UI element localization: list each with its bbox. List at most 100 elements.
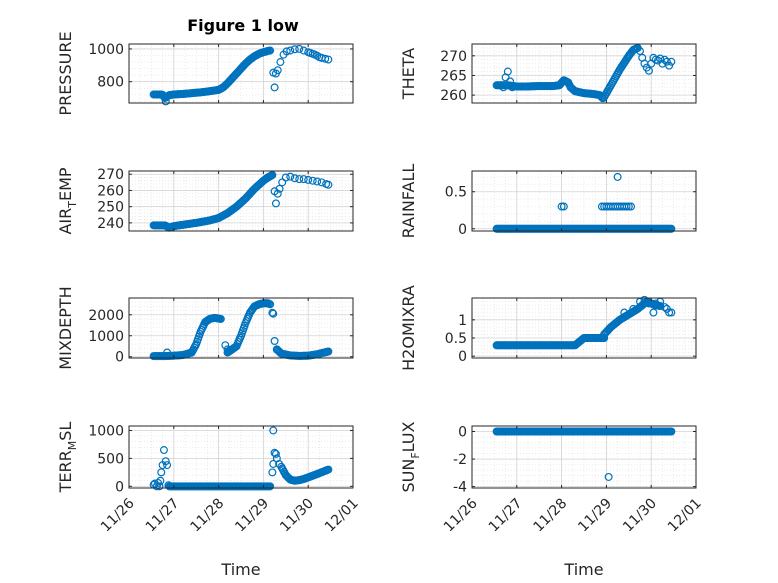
y-axis-label-rest: EMP xyxy=(56,167,75,201)
data-point xyxy=(660,303,669,312)
data-point xyxy=(499,83,508,92)
y-axis-label-subscript: T xyxy=(66,201,79,209)
data-point xyxy=(667,308,676,317)
x-tick-label: 12/01 xyxy=(322,495,362,535)
data-point xyxy=(290,45,299,54)
y-tick-label: 0 xyxy=(115,350,124,366)
series-markers xyxy=(492,43,676,103)
data-point xyxy=(620,308,629,317)
x-tick-label: 11/26 xyxy=(441,495,481,535)
data-point xyxy=(268,171,277,180)
axes-box xyxy=(471,43,697,104)
series-markers xyxy=(492,427,676,481)
figure-title: Figure 1 low xyxy=(187,16,299,35)
axes-rainfall: 0 0.5 RAINFALL xyxy=(399,164,697,239)
axes-box xyxy=(471,425,697,489)
y-axis-label-main: MIXDEPTH xyxy=(56,286,75,369)
data-point xyxy=(286,172,295,181)
y-tick-label: 0.5 xyxy=(445,185,467,201)
y-axis-label: TERRMSL xyxy=(56,422,79,494)
y-axis-label-main: H2OMIXRA xyxy=(399,285,418,371)
data-point xyxy=(282,47,291,56)
x-axis-label: Time xyxy=(563,560,603,579)
data-point xyxy=(273,66,282,75)
axes-h2omixra: 0 0.5 1 H2OMIXRA xyxy=(399,285,697,371)
data-point xyxy=(269,309,278,318)
axes-box xyxy=(128,297,354,359)
data-point xyxy=(275,459,284,468)
data-point xyxy=(324,55,333,64)
series-markers xyxy=(492,295,676,350)
data-point xyxy=(604,472,613,481)
data-point xyxy=(295,44,304,53)
y-tick-label: 2000 xyxy=(88,308,124,324)
data-point xyxy=(163,348,172,357)
x-tick-label: 11/27 xyxy=(486,495,526,535)
data-point xyxy=(156,476,165,485)
data-point xyxy=(290,174,299,183)
data-point xyxy=(268,468,277,477)
y-axis-label: THETA xyxy=(399,48,418,100)
x-tick-label: 11/29 xyxy=(575,495,615,535)
y-tick-label: 0.5 xyxy=(445,331,467,347)
y-tick-label: 1000 xyxy=(88,42,124,58)
data-point xyxy=(268,308,277,317)
y-axis-label: MIXDEPTH xyxy=(56,286,75,369)
y-tick-label: 0 xyxy=(458,222,467,238)
data-point xyxy=(656,54,665,63)
x-tick-label: 11/27 xyxy=(143,495,183,535)
data-point xyxy=(627,202,636,211)
y-tick-label: 0 xyxy=(115,479,124,495)
axes-box xyxy=(128,170,354,232)
axes-pressure: 800 1000 PRESSURE xyxy=(56,31,354,116)
data-point xyxy=(662,57,671,66)
data-point xyxy=(624,202,633,211)
series-markers xyxy=(492,172,676,233)
data-point xyxy=(667,224,676,233)
y-axis-label: SUNFLUX xyxy=(399,421,422,492)
data-point xyxy=(216,314,225,323)
data-point xyxy=(223,345,232,354)
axes-box xyxy=(471,297,697,359)
y-tick-label: 800 xyxy=(97,75,124,91)
series-markers xyxy=(149,171,333,232)
y-axis-label-subscript: M xyxy=(66,441,79,451)
data-point xyxy=(269,426,278,435)
data-point xyxy=(271,449,280,458)
axes-box xyxy=(471,170,697,232)
x-tick-label: 12/01 xyxy=(665,495,705,535)
data-point xyxy=(281,173,290,182)
data-point xyxy=(667,427,676,436)
y-tick-label: 270 xyxy=(440,49,467,65)
x-axis-label: Time xyxy=(220,560,260,579)
data-point xyxy=(667,57,676,66)
y-axis-label: RAINFALL xyxy=(399,164,418,239)
y-axis-label-main: THETA xyxy=(399,48,418,100)
y-axis-label-main: RAINFALL xyxy=(399,164,418,239)
data-point xyxy=(295,175,304,184)
data-point xyxy=(651,299,660,308)
data-point xyxy=(221,341,230,350)
data-point xyxy=(324,465,333,474)
x-tick-label: 11/30 xyxy=(620,495,660,535)
data-point xyxy=(161,457,170,466)
data-point xyxy=(557,202,566,211)
data-point xyxy=(157,468,166,477)
y-tick-label: 265 xyxy=(440,68,467,84)
y-axis-label-main: SUN xyxy=(399,459,418,493)
data-point xyxy=(324,347,333,356)
data-point xyxy=(272,345,281,354)
y-axis-label: H2OMIXRA xyxy=(399,285,418,371)
x-tick-label: 11/26 xyxy=(98,495,138,535)
y-tick-label: 0 xyxy=(458,425,467,441)
data-point xyxy=(275,184,284,193)
y-axis-label: PRESSURE xyxy=(56,31,75,115)
data-point xyxy=(161,97,170,106)
data-point xyxy=(613,172,622,181)
axes-sun_flux: -4 -2 0 11/26 11/27 11/28 11/29 11/30 12/01 SUNFL… xyxy=(399,421,705,579)
y-axis-label-rest: LUX xyxy=(399,421,418,452)
data-point xyxy=(308,176,317,185)
x-tick-label: 11/28 xyxy=(531,495,571,535)
y-tick-label: 500 xyxy=(97,451,124,467)
